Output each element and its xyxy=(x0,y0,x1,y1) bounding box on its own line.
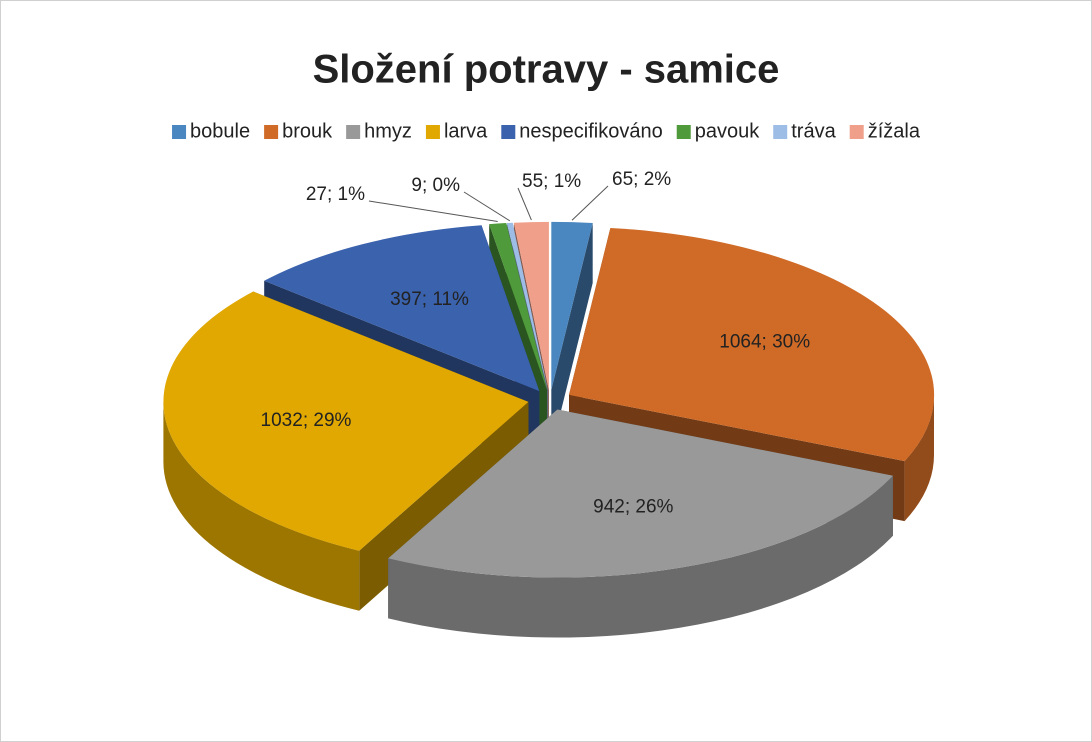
data-label: 65; 2% xyxy=(612,169,671,190)
chart-title: Složení potravy - samice xyxy=(313,48,780,92)
legend-label: tráva xyxy=(791,120,836,142)
legend-label: bobule xyxy=(190,120,250,142)
legend-label: hmyz xyxy=(364,120,412,142)
data-label: 397; 11% xyxy=(390,289,469,310)
data-label: 55; 1% xyxy=(522,171,581,192)
slice xyxy=(506,222,548,390)
slice xyxy=(551,221,593,390)
slice xyxy=(163,291,529,551)
data-label: 942; 26% xyxy=(593,497,673,518)
slice-side xyxy=(904,394,935,522)
data-label: 9; 0% xyxy=(411,175,460,196)
slice xyxy=(513,221,549,390)
slice xyxy=(388,409,893,578)
legend-label: žížala xyxy=(868,120,921,142)
slice-side xyxy=(388,475,893,638)
leader-line xyxy=(368,200,498,222)
legend-label: nespecifikováno xyxy=(519,120,662,142)
legend-swatch xyxy=(849,125,864,139)
legend-label: pavouk xyxy=(695,120,760,142)
data-label: 27; 1% xyxy=(306,184,365,205)
slice-side xyxy=(163,401,360,611)
slice xyxy=(489,223,547,390)
data-label: 1064; 30% xyxy=(719,332,810,353)
legend: bobule brouk hmyz larva nespecifikováno pavou… xyxy=(172,120,921,142)
slice-side xyxy=(551,223,593,450)
legend-swatch xyxy=(172,125,187,139)
legend-label: brouk xyxy=(282,120,333,142)
slice xyxy=(569,228,935,462)
leader-line xyxy=(463,191,511,222)
leader-line xyxy=(517,187,532,221)
data-label: 1032; 29% xyxy=(261,410,352,431)
legend-swatch xyxy=(425,125,440,139)
legend-label: larva xyxy=(444,120,488,142)
legend-swatch xyxy=(501,125,516,139)
leader-line xyxy=(571,185,609,221)
legend-swatch xyxy=(676,125,691,139)
legend-swatch xyxy=(264,125,279,139)
legend-swatch xyxy=(773,125,788,139)
slice xyxy=(264,225,540,392)
legend-swatch xyxy=(346,125,361,139)
